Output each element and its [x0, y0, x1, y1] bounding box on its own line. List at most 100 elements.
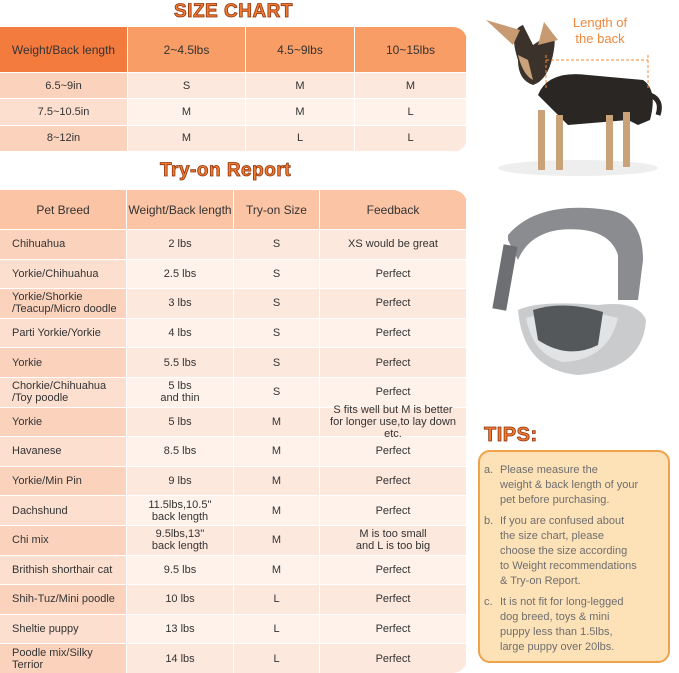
cell-line: Yorkie/Shorkie: [12, 291, 83, 304]
table-cell: M: [234, 466, 320, 497]
table-cell: L: [234, 644, 320, 673]
table-cell: 9 lbs: [127, 466, 234, 497]
table-cell: M: [234, 526, 320, 556]
table-cell: M: [355, 73, 467, 100]
header-cell: Weight/Back length: [127, 190, 234, 230]
cell-line: 9.5lbs,13'': [155, 528, 205, 541]
table-cell: 5 lbs: [127, 407, 234, 438]
header-cell: 10~15lbs: [355, 27, 467, 73]
table-cell: Shih-Tuz/Mini poodle: [0, 585, 127, 615]
cell-line: /Teacup/Micro doodle: [12, 303, 117, 316]
table-cell: Dachshund: [0, 496, 127, 526]
header-cell: 2~4.5lbs: [128, 27, 246, 73]
cell-line: for longer use,to lay down etc.: [330, 415, 456, 440]
tips-box: a. Please measure the weight & back length…: [478, 450, 670, 663]
table-cell: S: [234, 318, 320, 349]
tip-marker: a.: [484, 464, 494, 476]
table-cell: 2 lbs: [127, 230, 234, 260]
table-cell: Yorkie/Chihuahua: [0, 259, 127, 290]
table-cell: M: [128, 125, 246, 152]
table-cell: Havanese: [0, 437, 127, 467]
tip-text: dog breed, toys & mini: [500, 611, 610, 623]
tip-text: choose the size according: [500, 545, 628, 557]
size-chart-title: SIZE CHART: [174, 1, 293, 23]
table-cell: 5.5 lbs: [127, 348, 234, 378]
table-cell: L: [246, 125, 355, 152]
table-cell: XS would be great: [320, 230, 467, 260]
table-cell: S: [234, 378, 320, 408]
table-cell: M is too small and L is too big: [320, 526, 467, 556]
tip-text: large puppy over 20lbs.: [500, 641, 615, 653]
cell-line: and L is too big: [355, 540, 431, 553]
tip-text: pet before purchasing.: [500, 494, 610, 506]
tryon-title: Try-on Report: [160, 160, 292, 182]
table-cell: Perfect: [320, 259, 467, 290]
cell-line: Terrior: [12, 658, 44, 671]
table-cell: M: [234, 407, 320, 438]
dog-label: the back: [575, 31, 625, 46]
table-cell: L: [234, 614, 320, 645]
table-cell: S: [234, 230, 320, 260]
table-cell: M: [246, 73, 355, 100]
cell-line: S fits well but M is better: [333, 403, 453, 416]
tip-text: & Try-on Report.: [500, 575, 581, 587]
tip-marker: b.: [484, 515, 494, 527]
table-cell: Yorkie: [0, 348, 127, 378]
table-cell: M: [234, 437, 320, 467]
table-cell: M: [234, 496, 320, 526]
cell-line: /Toy poodle: [12, 392, 69, 405]
table-cell: Sheltie puppy: [0, 614, 127, 645]
tip-text: to Weight recommendations: [500, 560, 637, 572]
table-cell: 14 lbs: [127, 644, 234, 673]
table-cell: 3 lbs: [127, 289, 234, 319]
cell-line: M is too small: [359, 528, 427, 541]
table-cell: 10 lbs: [127, 585, 234, 615]
tips-title: TIPS:: [484, 424, 538, 447]
tip-text: weight & back length of your: [500, 479, 639, 491]
table-cell: 2.5 lbs: [127, 259, 234, 290]
table-cell: Perfect: [320, 614, 467, 645]
table-cell: Poodle mix/Silky Terrior: [0, 644, 127, 673]
tip-text: Please measure the: [500, 464, 598, 476]
table-cell: Yorkie: [0, 407, 127, 438]
bag-illustration: [492, 207, 646, 375]
table-cell: 4 lbs: [127, 318, 234, 349]
table-cell: S: [234, 259, 320, 290]
dog-label: Length of: [573, 15, 628, 30]
table-cell: Chorkie/Chihuahua/Toy poodle: [0, 378, 127, 408]
header-cell: Pet Breed: [0, 190, 127, 230]
table-cell: L: [355, 99, 467, 126]
cell-line: 5 lbs: [168, 380, 192, 393]
table-cell: Parti Yorkie/Yorkie: [0, 318, 127, 349]
table-cell: Chi mix: [0, 526, 127, 556]
table-cell: Perfect: [320, 585, 467, 615]
table-cell: 9.5 lbs: [127, 555, 234, 586]
cell-line: back length: [151, 510, 209, 523]
table-cell: Perfect: [320, 555, 467, 586]
table-cell: Perfect: [320, 348, 467, 378]
table-cell: Yorkie/Min Pin: [0, 466, 127, 497]
table-cell: 8~12in: [0, 125, 128, 152]
table-cell: M: [234, 555, 320, 586]
table-cell: Perfect: [320, 466, 467, 497]
table-cell: Perfect: [320, 378, 467, 408]
table-cell: 6.5~9in: [0, 73, 128, 100]
table-cell: M: [246, 99, 355, 126]
dog-illustration: Length of the back: [486, 15, 662, 176]
tip-text: puppy less than 1.5lbs,: [500, 626, 613, 638]
table-cell: Perfect: [320, 437, 467, 467]
table-cell: 13 lbs: [127, 614, 234, 645]
table-cell: Perfect: [320, 289, 467, 319]
header-cell: Weight/Back length: [0, 27, 128, 73]
tip-text: the size chart, please: [500, 530, 604, 542]
table-cell: S: [234, 348, 320, 378]
table-cell: M: [128, 99, 246, 126]
table-cell: Chihuahua: [0, 230, 127, 260]
cell-line: 11.5lbs,10.5'': [148, 498, 212, 511]
cell-line: Chorkie/Chihuahua: [12, 380, 107, 393]
header-cell: Feedback: [320, 190, 467, 230]
table-cell: L: [234, 585, 320, 615]
product-images: Length of the back: [486, 15, 662, 375]
size-table: Weight/Back length 2~4.5lbs 4.5~9lbs 10~15l…: [0, 27, 467, 152]
